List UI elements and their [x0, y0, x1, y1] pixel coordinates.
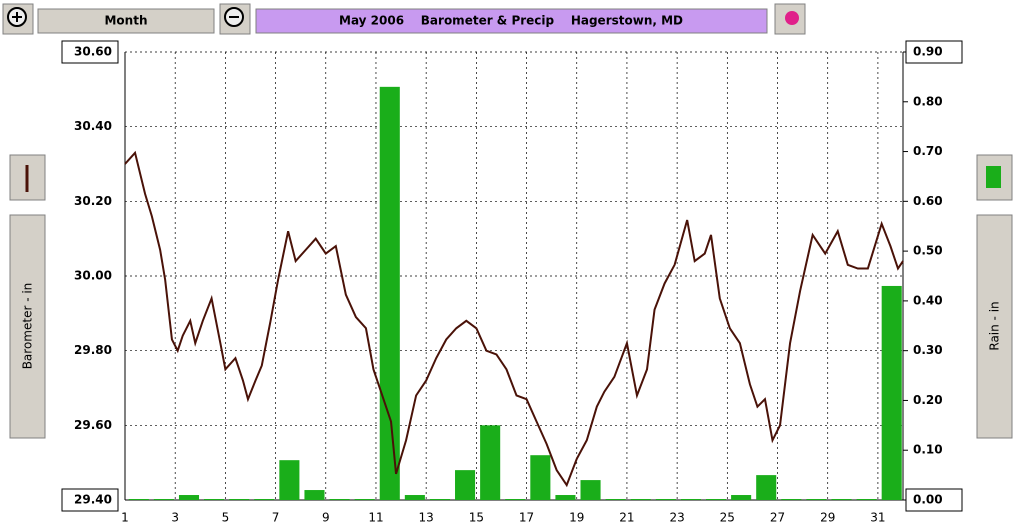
title-bar: [255, 8, 768, 34]
y2-axis-label: Rain - in: [988, 301, 1002, 350]
rain-bar: [655, 499, 676, 500]
rain-bar: [630, 499, 651, 500]
x-tick-label: 29: [820, 511, 835, 525]
y-tick-label: 30.60: [74, 45, 112, 59]
y2-tick-label: 0.70: [913, 144, 943, 158]
period-button[interactable]: [37, 8, 215, 34]
y-tick-label: 30.40: [74, 119, 112, 133]
y2-tick-label: 0.30: [913, 343, 943, 357]
rain-bar: [555, 495, 576, 500]
legend-swatch: [986, 166, 1001, 188]
settings-button[interactable]: [774, 3, 806, 35]
y2-label-button[interactable]: [976, 214, 1013, 439]
rain-bar: [856, 499, 877, 500]
rain-bar: [580, 480, 601, 500]
x-tick-label: 19: [569, 511, 584, 525]
rain-bar: [429, 499, 451, 500]
x-tick-label: 11: [368, 511, 383, 525]
rain-bar: [254, 499, 275, 500]
rain-bar: [153, 499, 174, 500]
y-tick-label: 29.80: [74, 343, 112, 357]
y-label-button[interactable]: [9, 214, 46, 439]
x-tick-label: 15: [469, 511, 484, 525]
chart-title: May 2006 Barometer & Precip Hagerstown, …: [339, 14, 683, 28]
x-tick-label: 25: [720, 511, 735, 525]
rain-bar: [680, 499, 701, 500]
rain-bar: [781, 499, 802, 500]
zoom-out[interactable]: [219, 3, 251, 35]
tick-box: [61, 488, 119, 512]
rain-bar: [204, 499, 225, 500]
rain-bar: [480, 425, 501, 500]
rain-bar: [806, 499, 827, 500]
x-tick-label: 13: [419, 511, 434, 525]
rain-bar: [279, 460, 300, 500]
rain-bar: [354, 499, 375, 500]
tick-box: [905, 40, 963, 64]
rain-bar: [831, 499, 852, 500]
rain-bar: [605, 499, 626, 500]
zoom-in[interactable]: [2, 3, 34, 35]
y-axis-label: Barometer - in: [21, 283, 35, 370]
rain-bar: [379, 86, 400, 500]
rain-bar: [881, 285, 902, 500]
rain-bar: [128, 499, 149, 500]
rain-bar: [178, 495, 200, 500]
period-label: Month: [104, 14, 147, 28]
y-tick-label: 29.40: [74, 493, 112, 507]
x-tick-label: 17: [519, 511, 534, 525]
x-tick-label: 31: [870, 511, 885, 525]
rain-bar: [304, 490, 325, 500]
y2-tick-label: 0.10: [913, 443, 943, 457]
rain-bar: [756, 475, 777, 500]
rain-bar: [229, 499, 250, 500]
plot: 1 3 5 7 9 11 13 15 17 19 21 23 25 27 29 3129.4029.6029.…: [61, 40, 963, 525]
y2-tick-label: 0.80: [913, 94, 943, 108]
tick-box: [61, 40, 119, 64]
y2-tick-label: 0.40: [913, 293, 943, 307]
tick-box: [905, 488, 963, 512]
y-tick-label: 29.60: [74, 418, 112, 432]
x-tick-label: 7: [272, 511, 280, 525]
y2-tick-label: 0.90: [913, 45, 943, 59]
y-tick-label: 30.00: [74, 269, 112, 283]
y2-tick-label: 0.20: [913, 393, 943, 407]
x-tick-label: 5: [222, 511, 230, 525]
rain-bar: [530, 455, 551, 500]
x-tick-label: 21: [619, 511, 634, 525]
rain-bar: [455, 470, 476, 500]
y2-tick-label: 0.60: [913, 194, 943, 208]
y-tick-label: 30.20: [74, 194, 112, 208]
x-tick-label: 3: [171, 511, 179, 525]
x-tick-label: 23: [669, 511, 684, 525]
x-tick-label: 27: [770, 511, 785, 525]
rain-bar: [731, 495, 752, 500]
rain-bar: [404, 495, 425, 500]
y2-tick-label: 0.50: [913, 244, 943, 258]
y2-tick-label: 0.00: [913, 493, 943, 507]
rain-bar: [705, 499, 727, 500]
rain-bar: [505, 499, 526, 500]
rain-bar: [329, 499, 350, 500]
barometer-line: [124, 150, 904, 488]
x-tick-label: 1: [121, 511, 129, 525]
x-tick-label: 9: [322, 511, 330, 525]
